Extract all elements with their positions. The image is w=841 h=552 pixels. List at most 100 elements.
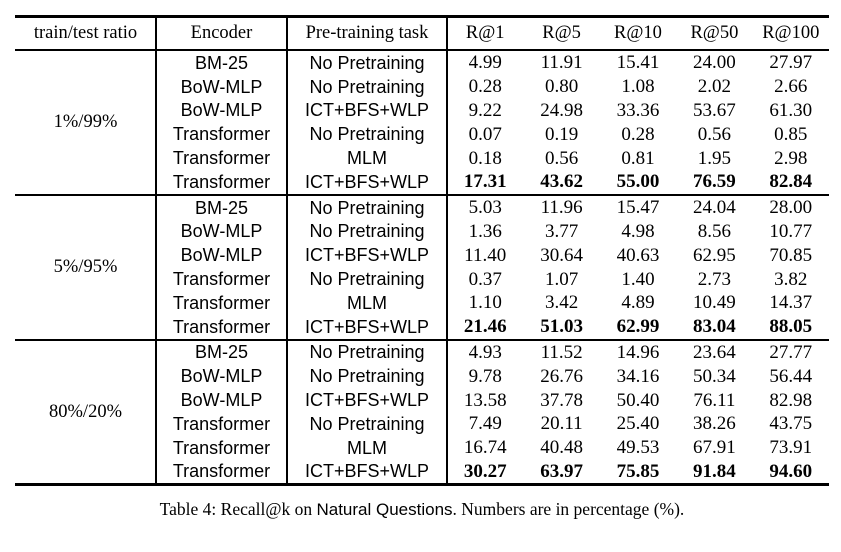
task-cell: No Pretraining (309, 413, 425, 434)
r100-value-best: 94.60 (769, 460, 813, 482)
task-cell: MLM (347, 148, 387, 169)
task-cell: ICT+BFS+WLP (304, 461, 430, 482)
r1-value: 4.93 (468, 341, 502, 363)
task-cell: No Pretraining (309, 197, 425, 218)
r10-value: 15.47 (616, 197, 660, 219)
r5-value-best: 43.62 (540, 171, 583, 193)
task-cell: ICT+BFS+WLP (304, 245, 430, 266)
r1-value-best: 30.27 (463, 460, 507, 482)
encoder-cell: Transformer (172, 413, 271, 434)
group-rule (15, 193, 829, 196)
task-cell: No Pretraining (309, 52, 425, 73)
col-header-r1: R@1 (465, 23, 505, 44)
vertical-rule-2 (286, 18, 288, 484)
r1-value: 11.40 (464, 244, 507, 266)
r50-value: 50.34 (693, 365, 736, 387)
encoder-cell: BoW-MLP (180, 221, 263, 242)
r1-value: 16.74 (463, 437, 507, 459)
r100-value: 70.85 (769, 244, 813, 266)
r10-value: 34.16 (616, 365, 660, 387)
r100-value: 73.91 (769, 437, 813, 459)
r50-value: 1.95 (697, 147, 732, 169)
r1-value: 9.78 (468, 365, 502, 387)
ratio-cell: 5%/95% (53, 256, 118, 277)
r10-value: 50.40 (616, 389, 660, 411)
task-cell: No Pretraining (309, 221, 425, 242)
r10-value: 33.36 (616, 99, 660, 121)
encoder-cell: Transformer (172, 148, 271, 169)
task-cell: ICT+BFS+WLP (304, 100, 430, 121)
r5-value: 11.52 (540, 341, 583, 363)
vertical-rule-1 (155, 18, 157, 484)
r50-value: 10.49 (693, 292, 736, 314)
task-cell: No Pretraining (309, 269, 425, 290)
r50-value: 0.56 (697, 123, 732, 145)
r100-value: 3.82 (774, 268, 808, 290)
r5-value: 26.76 (540, 365, 583, 387)
encoder-cell: BoW-MLP (180, 100, 263, 121)
caption-prefix: Table 4: Recall@k on (159, 499, 317, 520)
encoder-cell: Transformer (172, 437, 271, 458)
r1-value: 1.36 (468, 220, 502, 242)
r100-value-best: 82.84 (769, 171, 813, 193)
r5-value: 11.91 (540, 52, 583, 74)
vertical-rule-3 (446, 18, 448, 484)
encoder-cell: BoW-MLP (180, 390, 263, 411)
caption-dataset-name: Natural Questions (316, 500, 453, 520)
r50-value: 2.02 (697, 76, 732, 98)
r5-value-best: 63.97 (540, 460, 583, 482)
encoder-cell: BM-25 (194, 197, 248, 218)
col-header-r5: R@5 (542, 23, 581, 44)
r10-value: 49.53 (616, 437, 660, 459)
r10-value: 1.08 (621, 76, 655, 98)
r50-value: 24.04 (693, 197, 736, 219)
r10-value: 1.40 (621, 268, 655, 290)
r5-value: 3.77 (544, 220, 579, 242)
col-header-r50: R@50 (690, 23, 739, 44)
table-header: train/test ratio Encoder Pre-training ta… (15, 18, 829, 49)
col-header-ratio: train/test ratio (33, 23, 138, 44)
encoder-cell: BM-25 (194, 342, 248, 363)
r100-value: 43.75 (769, 413, 813, 435)
r5-value: 3.42 (544, 292, 579, 314)
table-group-1-99: 1%/99% BM-25 No Pretraining 4.99 11.91 1… (15, 51, 829, 194)
encoder-cell: BoW-MLP (180, 76, 263, 97)
r50-value: 23.64 (693, 341, 736, 363)
r10-value: 40.63 (616, 244, 660, 266)
encoder-cell: Transformer (172, 292, 271, 313)
task-cell: MLM (347, 437, 387, 458)
encoder-cell: BM-25 (194, 52, 248, 73)
encoder-cell: Transformer (172, 171, 271, 192)
task-cell: No Pretraining (309, 124, 425, 145)
r5-value: 0.19 (544, 123, 579, 145)
encoder-cell: Transformer (172, 316, 271, 337)
r100-value: 28.00 (769, 197, 813, 219)
task-cell: ICT+BFS+WLP (304, 390, 430, 411)
r50-value: 38.26 (693, 413, 736, 435)
r50-value: 67.91 (693, 437, 736, 459)
r5-value: 20.11 (540, 413, 583, 435)
r5-value: 0.80 (544, 76, 579, 98)
r50-value: 2.73 (697, 268, 732, 290)
encoder-cell: Transformer (172, 461, 271, 482)
r1-value: 1.10 (468, 292, 502, 314)
ratio-cell: 80%/20% (49, 401, 122, 422)
task-cell: ICT+BFS+WLP (304, 316, 430, 337)
r1-value: 4.99 (468, 52, 502, 74)
task-cell: MLM (347, 292, 387, 313)
r100-value: 27.97 (769, 52, 813, 74)
r10-value-best: 55.00 (616, 171, 660, 193)
r10-value: 14.96 (616, 341, 660, 363)
r50-value-best: 83.04 (693, 316, 736, 338)
r1-value: 13.58 (463, 389, 507, 411)
task-cell: ICT+BFS+WLP (304, 171, 430, 192)
r50-value: 76.11 (693, 389, 736, 411)
group-rule (15, 338, 829, 341)
r10-value: 0.28 (621, 123, 655, 145)
r100-value-best: 88.05 (769, 316, 813, 338)
r100-value: 82.98 (769, 389, 813, 411)
r5-value: 30.64 (540, 244, 583, 266)
r10-value: 25.40 (616, 413, 660, 435)
r100-value: 56.44 (769, 365, 813, 387)
task-cell: No Pretraining (309, 342, 425, 363)
